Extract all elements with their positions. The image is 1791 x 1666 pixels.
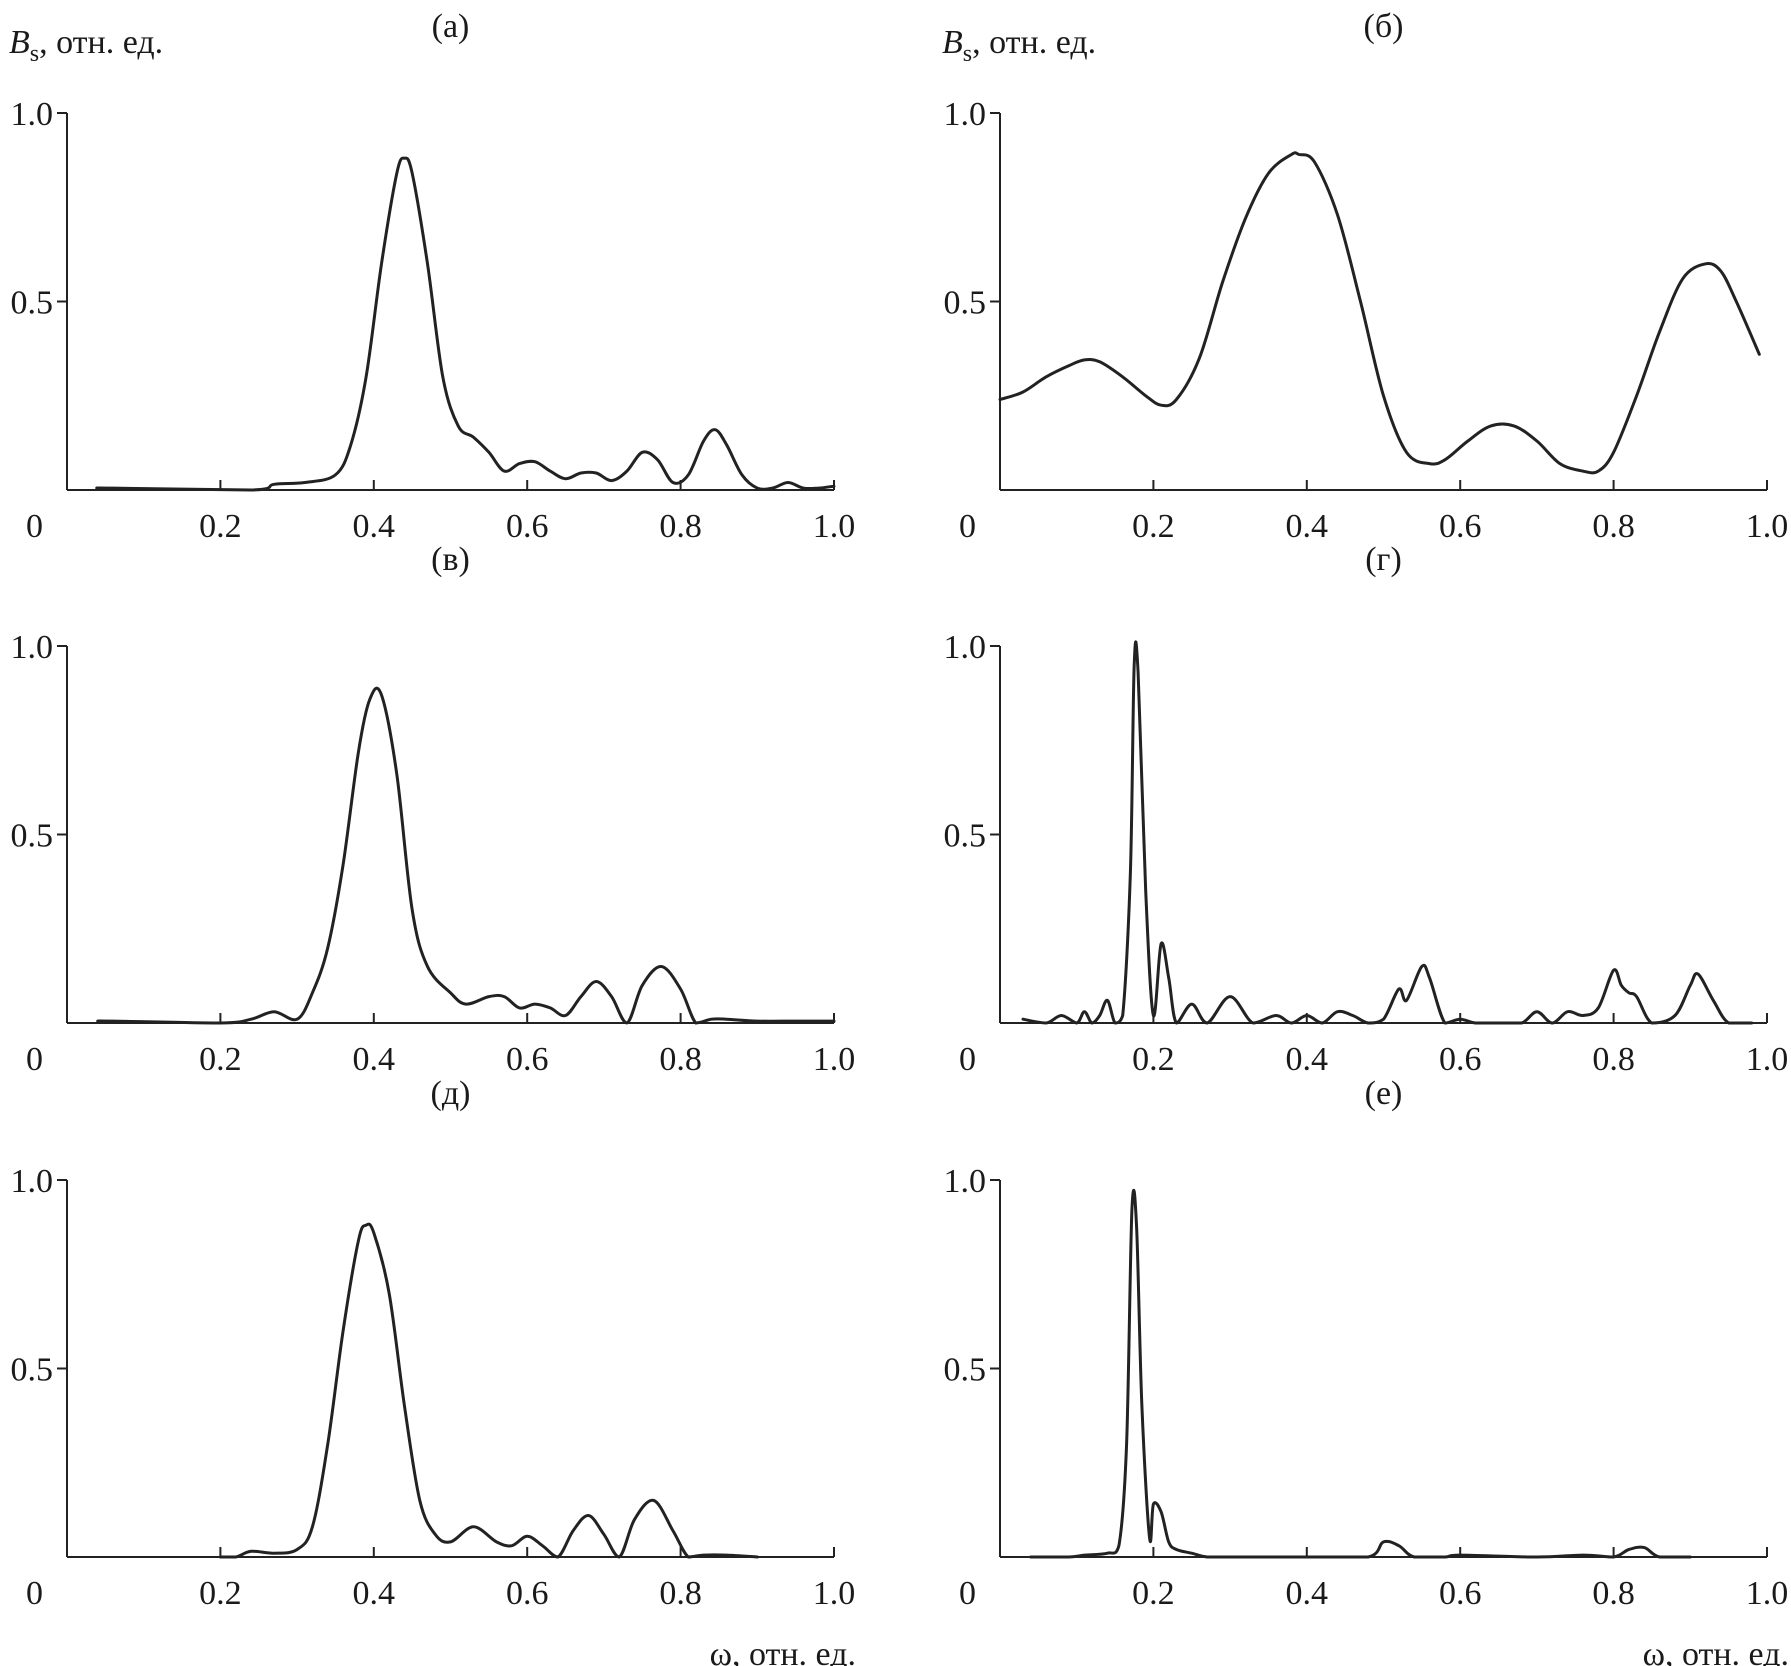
x-tick-label: 0.8 bbox=[1592, 1041, 1635, 1078]
y-axis-title: Bs, отн. ед. bbox=[942, 24, 1096, 67]
x-tick-label: 0.8 bbox=[659, 508, 702, 545]
x-tick-label: 1.0 bbox=[813, 1575, 856, 1612]
chart-panel-1: (б) Bs, отн. ед. 1.0 0.5 0 0.2 0.4 0.6 0.8 1.0 bbox=[942, 8, 1788, 545]
x-tick-label: 0.6 bbox=[506, 1575, 549, 1612]
x-tick-label: 0.6 bbox=[1439, 1575, 1482, 1612]
x-tick-label: 0.4 bbox=[1286, 1041, 1329, 1078]
series-line bbox=[218, 1222, 759, 1559]
x-tick-label: 0.2 bbox=[1132, 1575, 1175, 1612]
panel-label: (е) bbox=[1365, 1075, 1403, 1112]
y-tick-label: 0.5 bbox=[944, 818, 987, 855]
y-tick-label: 1.0 bbox=[11, 629, 54, 666]
series-line bbox=[1029, 1188, 1692, 1559]
panel-label: (г) bbox=[1365, 541, 1402, 578]
series-line bbox=[96, 686, 836, 1025]
x-tick-label: 0.8 bbox=[659, 1575, 702, 1612]
y-tick-label: 0.5 bbox=[11, 818, 54, 855]
x-tick-label: 0 bbox=[26, 1575, 43, 1612]
panel-label: (в) bbox=[431, 541, 470, 578]
chart-panel-5: (е) 1.0 0.5 0 0.2 0.4 0.6 0.8 1.0 ω, отн. ед. bbox=[944, 1075, 1790, 1666]
series-line bbox=[998, 151, 1761, 475]
x-tick-label: 1.0 bbox=[1746, 1041, 1789, 1078]
x-tick-label: 0 bbox=[959, 1575, 976, 1612]
x-tick-label: 0.4 bbox=[353, 1575, 396, 1612]
series-line bbox=[95, 156, 836, 492]
y-tick-label: 0.5 bbox=[944, 285, 987, 322]
panel-label: (б) bbox=[1364, 8, 1404, 45]
y-axis-var: B bbox=[942, 24, 963, 61]
x-tick-label: 0.2 bbox=[199, 508, 242, 545]
x-tick-label: 1.0 bbox=[813, 1041, 856, 1078]
x-tick-label: 0.4 bbox=[1286, 1575, 1329, 1612]
x-axis-title: ω, отн. ед. bbox=[710, 1636, 856, 1666]
x-tick-label: 0 bbox=[26, 508, 43, 545]
x-tick-label: 1.0 bbox=[1746, 508, 1789, 545]
chart-panel-0: (а) Bs, отн. ед. 1.0 0.5 0 0.2 0.4 0.6 0.8 1.0 bbox=[9, 8, 855, 545]
y-axis-var: B bbox=[9, 24, 30, 61]
x-tick-label: 0.8 bbox=[659, 1041, 702, 1078]
x-tick-label: 0.4 bbox=[353, 1041, 396, 1078]
x-tick-label: 0.6 bbox=[1439, 1041, 1482, 1078]
x-tick-label: 0.8 bbox=[1592, 508, 1635, 545]
y-tick-label: 1.0 bbox=[944, 1163, 987, 1200]
y-tick-label: 1.0 bbox=[11, 96, 54, 133]
y-axis-unit: , отн. ед. bbox=[972, 24, 1096, 61]
y-tick-label: 1.0 bbox=[11, 1163, 54, 1200]
x-tick-label: 0.6 bbox=[506, 508, 549, 545]
y-axis-subscript: s bbox=[963, 41, 972, 67]
y-tick-label: 1.0 bbox=[944, 629, 987, 666]
y-tick-label: 0.5 bbox=[11, 1352, 54, 1389]
x-tick-label: 1.0 bbox=[1746, 1575, 1789, 1612]
x-tick-label: 0.4 bbox=[353, 508, 396, 545]
x-tick-label: 0.2 bbox=[1132, 1041, 1175, 1078]
x-tick-label: 0.6 bbox=[1439, 508, 1482, 545]
x-tick-label: 0 bbox=[959, 1041, 976, 1078]
y-axis-subscript: s bbox=[30, 41, 39, 67]
y-axis-unit: , отн. ед. bbox=[39, 24, 163, 61]
chart-panel-3: (г) 1.0 0.5 0 0.2 0.4 0.6 0.8 1.0 bbox=[944, 541, 1789, 1078]
x-tick-label: 1.0 bbox=[813, 508, 856, 545]
x-axis-title: ω, отн. ед. bbox=[1643, 1636, 1789, 1666]
x-tick-label: 0.4 bbox=[1286, 508, 1329, 545]
y-tick-label: 0.5 bbox=[11, 285, 54, 322]
x-tick-label: 0.2 bbox=[1132, 508, 1175, 545]
x-tick-label: 0.2 bbox=[199, 1575, 242, 1612]
x-tick-label: 0.6 bbox=[506, 1041, 549, 1078]
panel-label: (а) bbox=[432, 8, 470, 45]
chart-panel-4: (д) 1.0 0.5 0 0.2 0.4 0.6 0.8 1.0 ω, отн. ед. bbox=[11, 1075, 857, 1666]
chart-panel-2: (в) 1.0 0.5 0 0.2 0.4 0.6 0.8 1.0 bbox=[11, 541, 856, 1078]
series-line bbox=[1021, 640, 1754, 1025]
x-tick-label: 0 bbox=[959, 508, 976, 545]
x-tick-label: 0.2 bbox=[199, 1041, 242, 1078]
y-tick-label: 0.5 bbox=[944, 1352, 987, 1389]
y-tick-label: 1.0 bbox=[944, 96, 987, 133]
x-tick-label: 0 bbox=[26, 1041, 43, 1078]
y-axis-title: Bs, отн. ед. bbox=[9, 24, 163, 67]
x-tick-label: 0.8 bbox=[1592, 1575, 1635, 1612]
panel-label: (д) bbox=[431, 1075, 471, 1112]
